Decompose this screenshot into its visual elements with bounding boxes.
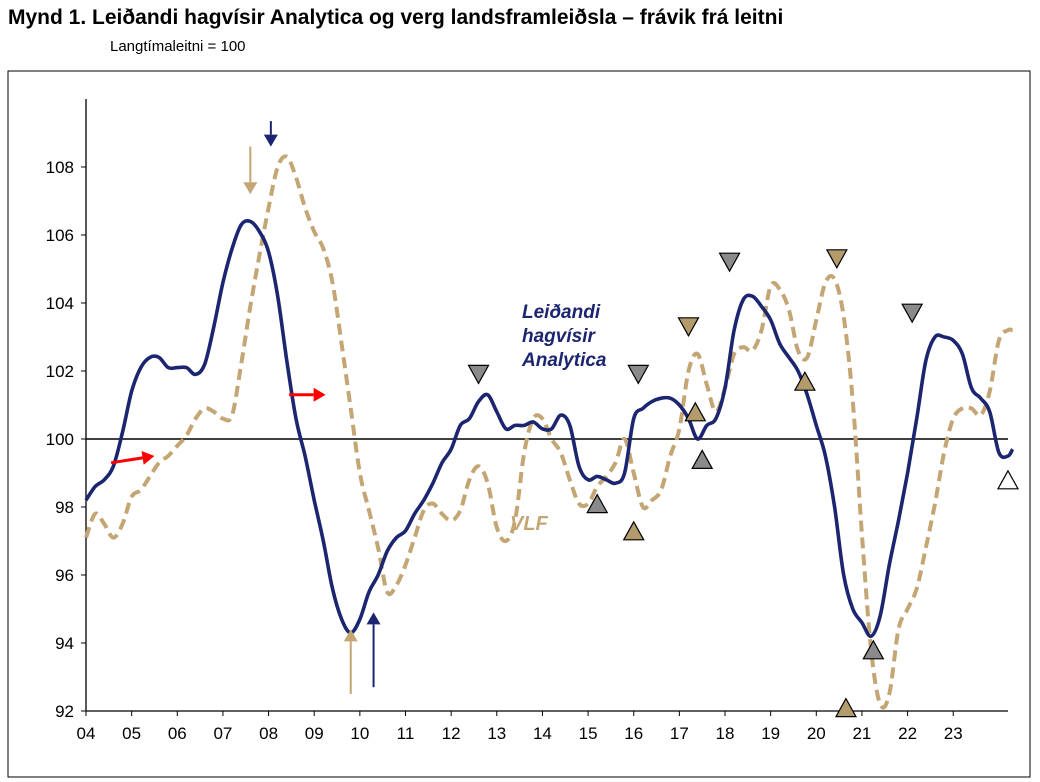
series-line-vlf [84, 154, 1014, 710]
y-tick-label: 102 [46, 362, 74, 381]
x-tick-label: 05 [122, 724, 141, 743]
x-tick-label: 11 [397, 724, 415, 743]
x-tick-label: 08 [259, 724, 278, 743]
series-label-analytica-line-2: hagvísir [522, 326, 596, 347]
gray-down-triangle-marker [718, 252, 741, 273]
y-tick-label: 94 [55, 634, 74, 653]
gray-up-triangle-marker [862, 639, 885, 660]
tan-arrow-head [243, 182, 258, 195]
x-tick-label: 04 [77, 724, 96, 743]
gray-down-triangle-marker [467, 364, 490, 385]
x-tick-label: 14 [533, 724, 552, 743]
x-tick-label: 10 [350, 724, 369, 743]
tan-arrow-head [343, 629, 358, 642]
x-tick-label: 16 [624, 724, 643, 743]
y-tick-group: 92 94 96 98 100 102 104 106 108 [46, 158, 86, 721]
tan-down-triangle-marker [677, 317, 700, 338]
y-tick-label: 104 [46, 294, 74, 313]
x-tick-label: 21 [852, 724, 871, 743]
x-tick-label: 23 [944, 724, 963, 743]
x-tick-label: 22 [898, 724, 917, 743]
series-label-analytica-line-3: Analytica [521, 350, 607, 371]
x-tick-label: 06 [168, 724, 187, 743]
y-tick-label: 106 [46, 226, 74, 245]
x-tick-label: 07 [213, 724, 232, 743]
navy-arrow-head [263, 134, 278, 147]
tan-down-triangle-marker [825, 249, 848, 270]
series-label-analytica: Leiðandi hagvísir Analytica [521, 302, 607, 371]
x-tick-group: 04 05 06 07 08 09 10 11 12 13 14 15 16 17 18 19 20 21 22 23 [77, 711, 963, 743]
tan-up-triangle-marker [834, 697, 857, 718]
x-tick-label: 19 [761, 724, 780, 743]
chart-subtitle: Langtímaleitni = 100 [110, 38, 246, 55]
red-arrow-head [141, 450, 155, 465]
gray-up-triangle-marker [691, 449, 714, 469]
series-label-vlf: VLF [510, 513, 549, 535]
y-tick-label: 92 [55, 702, 74, 721]
x-tick-label: 20 [807, 724, 826, 743]
navy-arrow-head [366, 612, 381, 625]
x-tick-label: 09 [305, 724, 324, 743]
x-tick-label: 12 [442, 724, 461, 743]
chart-title: Mynd 1. Leiðandi hagvísir Analytica og v… [8, 6, 784, 29]
series-label-analytica-line-1: Leiðandi [522, 302, 601, 323]
x-tick-label: 13 [487, 724, 506, 743]
x-tick-label: 17 [670, 724, 689, 743]
tan-up-triangle-marker [793, 370, 816, 391]
gray-down-triangle-marker [627, 364, 650, 385]
gray-up-triangle-marker [586, 493, 609, 514]
y-tick-label: 98 [55, 498, 74, 517]
y-tick-label: 108 [46, 158, 74, 177]
red-arrow-head [313, 387, 326, 402]
y-tick-label: 100 [46, 430, 74, 449]
tan-up-triangle-marker [622, 520, 645, 541]
annotation-group [110, 121, 1020, 718]
series-line-analytica [84, 219, 1015, 638]
x-tick-label: 15 [579, 724, 598, 743]
x-tick-label: 18 [716, 724, 735, 743]
tan-up-triangle-marker [684, 401, 707, 422]
red-arrow-shaft [110, 456, 143, 465]
gray-down-triangle-marker [901, 303, 924, 324]
y-tick-label: 96 [55, 566, 74, 585]
chart-frame [7, 70, 1031, 778]
white-up-triangle-marker [996, 469, 1020, 490]
